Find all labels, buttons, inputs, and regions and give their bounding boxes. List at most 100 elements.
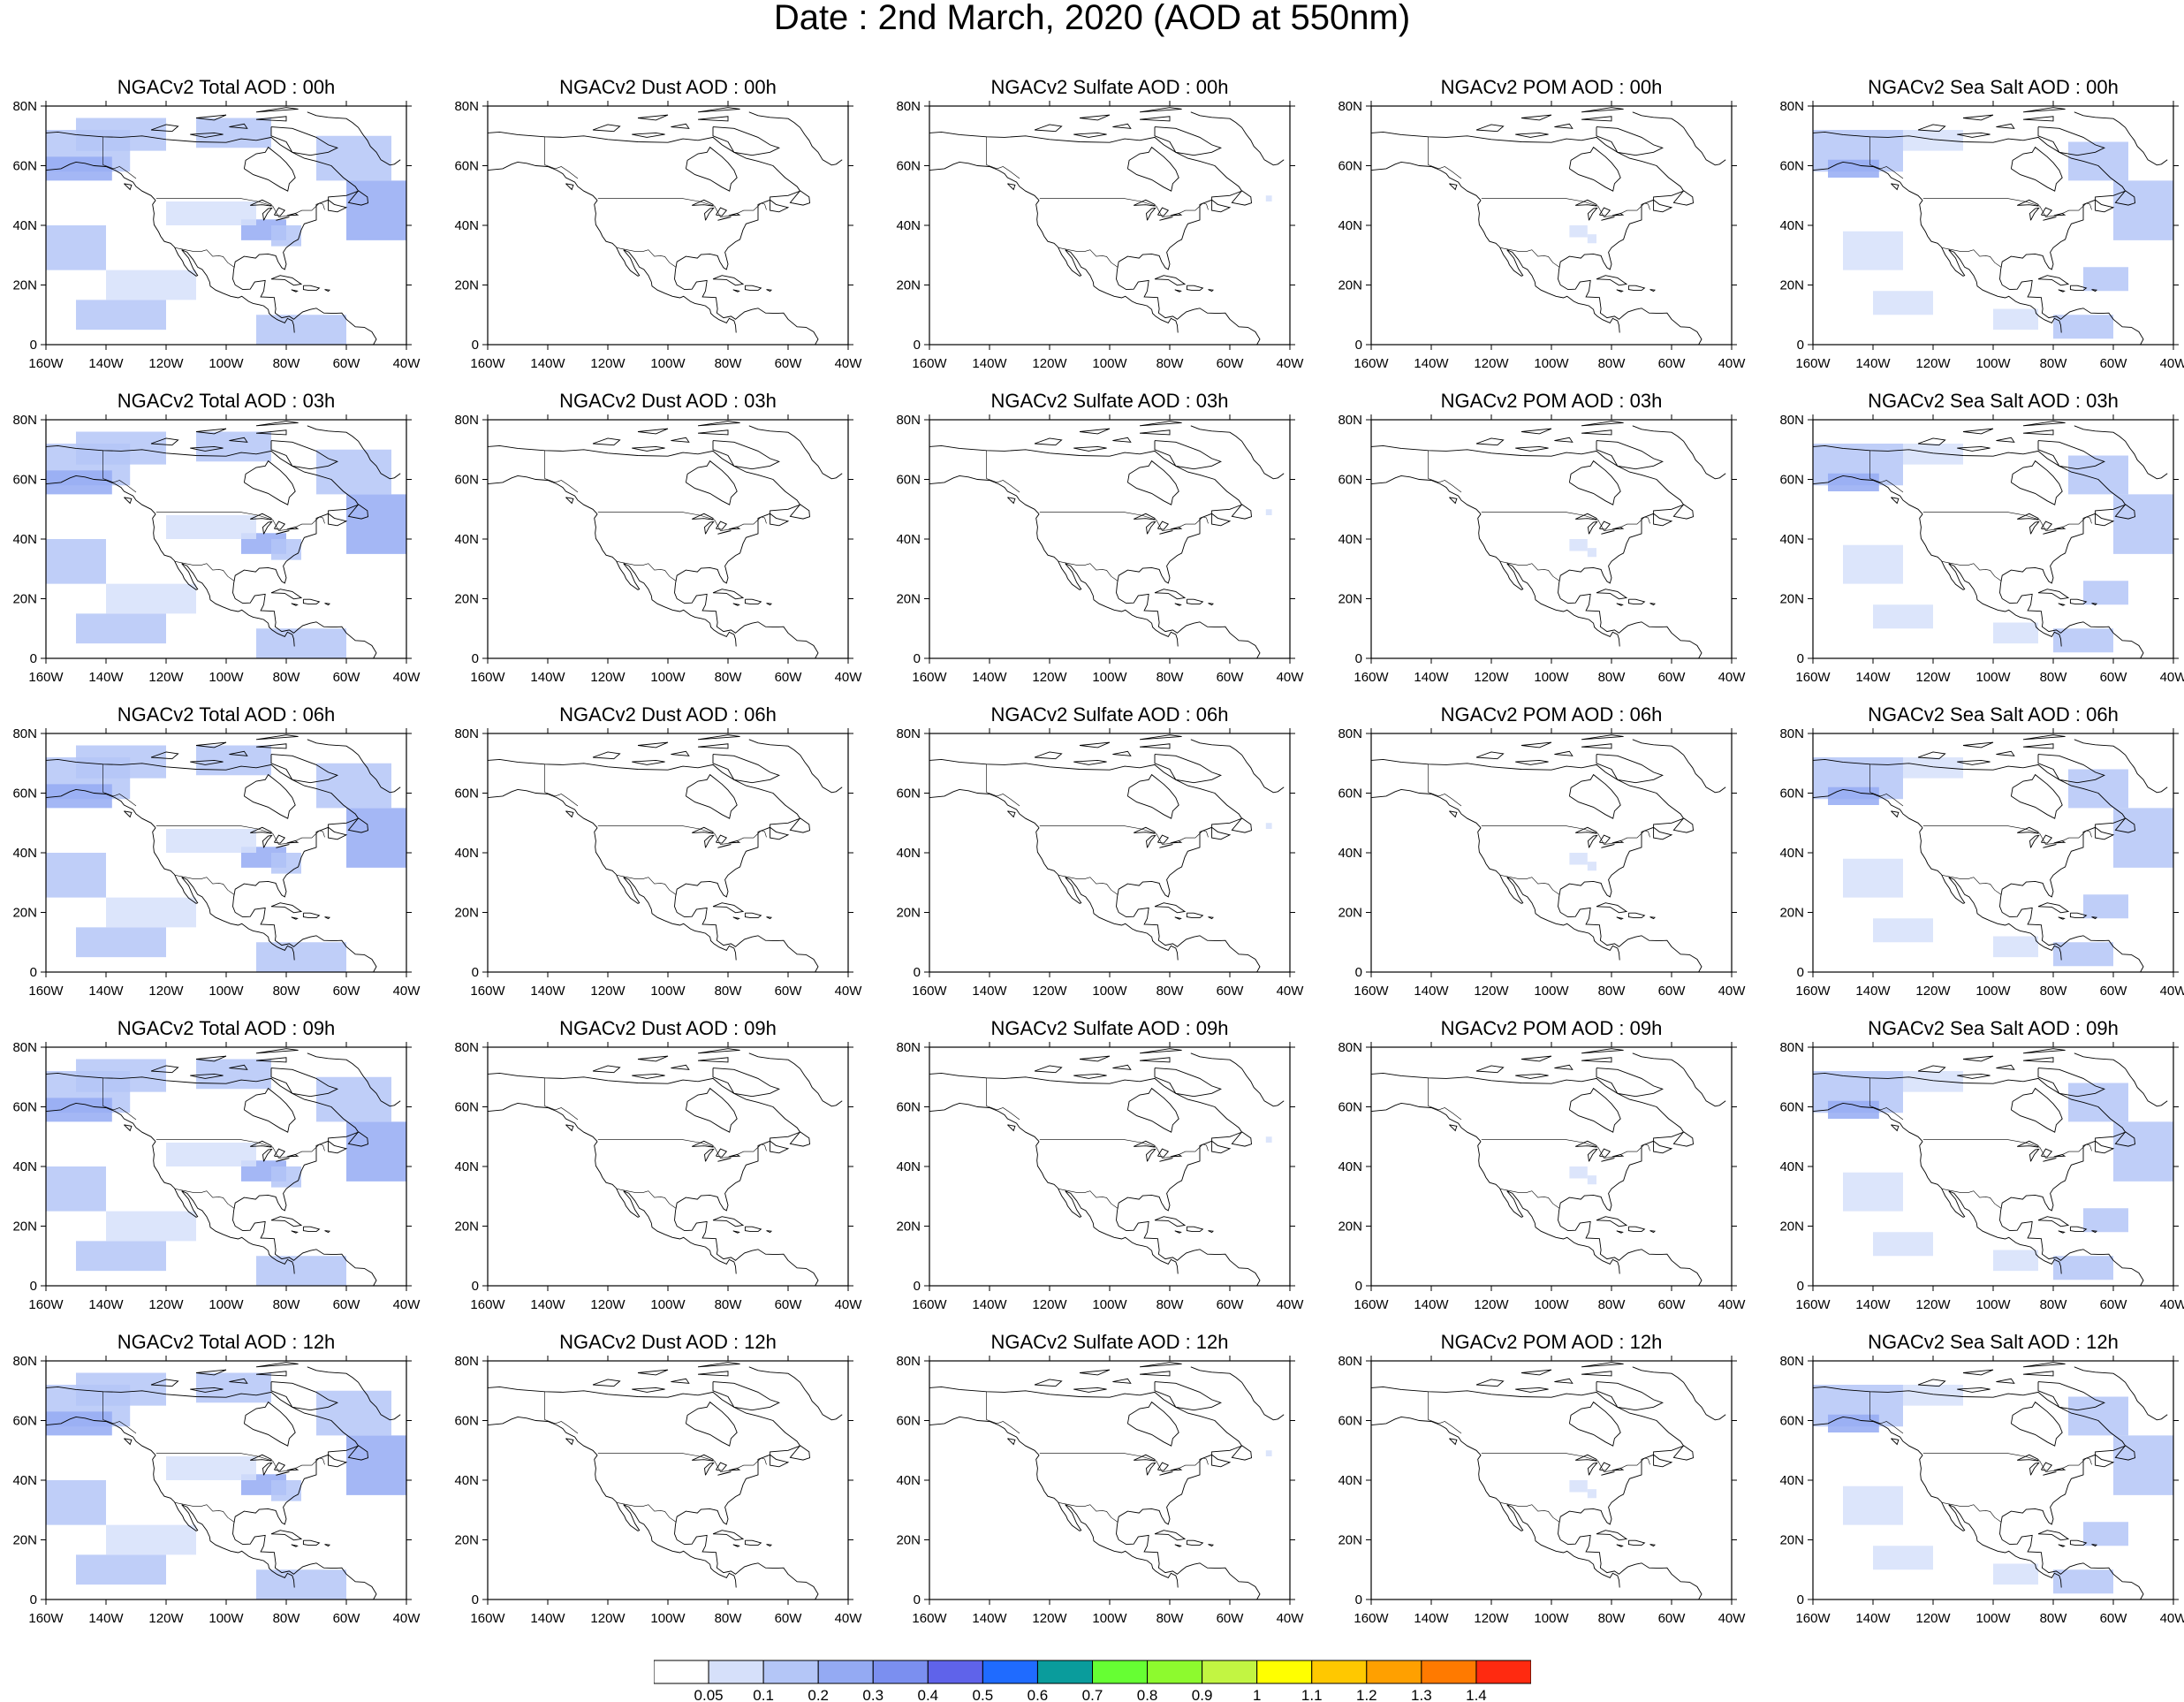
country-borders	[1428, 136, 1650, 268]
x-tick-label: 120W	[1915, 1297, 1951, 1312]
y-tick-label: 60N	[1338, 1100, 1362, 1115]
country-borders	[544, 1391, 767, 1523]
x-tick-label: 160W	[912, 984, 947, 999]
x-tick-label: 80W	[1156, 1297, 1185, 1312]
aod-cell	[1873, 291, 1933, 315]
aod-cell	[1569, 1480, 1588, 1493]
x-tick-label: 40W	[2160, 1297, 2184, 1312]
aod-field	[46, 1372, 406, 1599]
aod-cell	[1265, 195, 1272, 201]
colorbar-label: 0.2	[808, 1687, 829, 1702]
aod-cell	[1843, 544, 1903, 584]
aod-cell	[1993, 936, 2038, 958]
map-panel: NGACv2 Total AOD : 06h 160W 140W 120W 100W 80…	[12, 703, 421, 999]
map-panel: NGACv2 Sulfate AOD : 12h 160W 140W 120W 100W…	[896, 1331, 1304, 1626]
panel-title: NGACv2 Dust AOD : 06h	[559, 703, 777, 726]
aod-cell	[2083, 267, 2128, 292]
aod-cell	[1587, 548, 1596, 558]
x-tick-label: 120W	[1915, 984, 1951, 999]
map-panel: NGACv2 Sulfate AOD : 09h 160W 140W 120W 100W…	[896, 1017, 1304, 1312]
map-panel: NGACv2 POM AOD : 00h 160W 140W 120W 100W 80W 6…	[1338, 76, 1746, 371]
map-panel: NGACv2 Sulfate AOD : 03h 160W 140W 120W 100W…	[896, 390, 1304, 685]
aod-cell	[2068, 455, 2128, 495]
colorbar-bin	[1475, 1660, 1531, 1684]
x-tick-label: 80W	[273, 1611, 301, 1626]
x-tick-label: 140W	[530, 1297, 565, 1312]
map-panel: NGACv2 Sulfate AOD : 00h 160W 140W 120W 100W…	[896, 76, 1304, 371]
colorbar-bin	[654, 1660, 709, 1684]
panel-title: NGACv2 Sulfate AOD : 12h	[990, 1331, 1228, 1353]
y-tick-label: 20N	[454, 592, 479, 607]
aod-field	[1265, 1450, 1272, 1456]
coastline	[487, 421, 843, 659]
y-tick-label: 20N	[454, 278, 479, 293]
y-tick-label: 80N	[454, 726, 479, 741]
x-tick-label: 140W	[530, 356, 565, 371]
aod-field	[46, 118, 406, 345]
coastline	[1812, 734, 2168, 973]
country-borders	[1869, 136, 2092, 268]
y-tick-label: 20N	[12, 1220, 37, 1235]
x-tick-label: 120W	[1915, 670, 1951, 685]
aod-cell	[271, 853, 301, 874]
x-tick-label: 60W	[775, 356, 803, 371]
y-tick-label: 0	[1355, 338, 1362, 353]
x-tick-label: 80W	[715, 1297, 743, 1312]
x-tick-label: 120W	[1032, 1297, 1067, 1312]
y-tick-label: 60N	[454, 473, 479, 488]
y-tick-label: 20N	[896, 278, 921, 293]
y-tick-label: 0	[1797, 1592, 1804, 1607]
aod-cell	[1587, 1489, 1596, 1499]
y-tick-label: 80N	[896, 413, 921, 428]
country-borders	[544, 1077, 767, 1209]
x-tick-label: 100W	[209, 670, 244, 685]
x-tick-label: 120W	[590, 670, 626, 685]
coastline	[1370, 1048, 1726, 1287]
x-tick-label: 160W	[912, 1297, 947, 1312]
aod-field	[1569, 539, 1596, 558]
y-tick-label: 0	[914, 1279, 921, 1294]
aod-cell	[1873, 1546, 1933, 1570]
x-tick-label: 120W	[590, 984, 626, 999]
colorbar-bin	[872, 1660, 929, 1684]
map-panel: NGACv2 Total AOD : 09h 160W 140W 120W 100W 80…	[12, 1017, 421, 1312]
x-tick-label: 60W	[2100, 670, 2128, 685]
map-frame	[929, 1360, 1291, 1600]
aod-cell	[316, 1076, 391, 1122]
x-tick-label: 40W	[1277, 984, 1305, 999]
y-tick-label: 20N	[12, 592, 37, 607]
aod-cell	[196, 431, 271, 462]
x-tick-label: 140W	[530, 984, 565, 999]
aod-cell	[271, 1480, 301, 1501]
coastline	[1370, 734, 1726, 973]
y-tick-label: 40N	[454, 532, 479, 547]
x-tick-label: 160W	[28, 1611, 64, 1626]
y-tick-label: 60N	[896, 473, 921, 488]
y-tick-label: 0	[472, 651, 479, 666]
country-borders	[102, 450, 325, 581]
y-tick-label: 60N	[1338, 159, 1362, 174]
aod-cell	[1873, 604, 1933, 629]
x-tick-label: 100W	[209, 1297, 244, 1312]
country-borders	[102, 764, 325, 895]
coastline	[1370, 107, 1726, 346]
aod-cell	[2053, 315, 2113, 339]
coastline	[45, 107, 401, 346]
x-tick-label: 160W	[28, 984, 64, 999]
aod-cell	[1843, 1172, 1903, 1212]
x-tick-label: 160W	[912, 1611, 947, 1626]
map-panel: NGACv2 Dust AOD : 12h 160W 140W 120W 100W 80W…	[454, 1331, 862, 1626]
colorbar-label: 1	[1253, 1687, 1261, 1702]
country-borders	[102, 1077, 325, 1209]
colorbar-bin	[1036, 1660, 1093, 1684]
x-tick-label: 80W	[1156, 670, 1185, 685]
colorbar-label: 1.3	[1411, 1687, 1432, 1702]
y-tick-label: 20N	[454, 1220, 479, 1235]
x-tick-label: 120W	[1474, 1611, 1509, 1626]
aod-cell	[196, 1059, 271, 1090]
x-tick-label: 40W	[1718, 1611, 1747, 1626]
y-tick-label: 20N	[1779, 592, 1804, 607]
y-tick-label: 0	[1355, 1592, 1362, 1607]
aod-cell	[2083, 1208, 2128, 1233]
x-tick-label: 160W	[912, 356, 947, 371]
